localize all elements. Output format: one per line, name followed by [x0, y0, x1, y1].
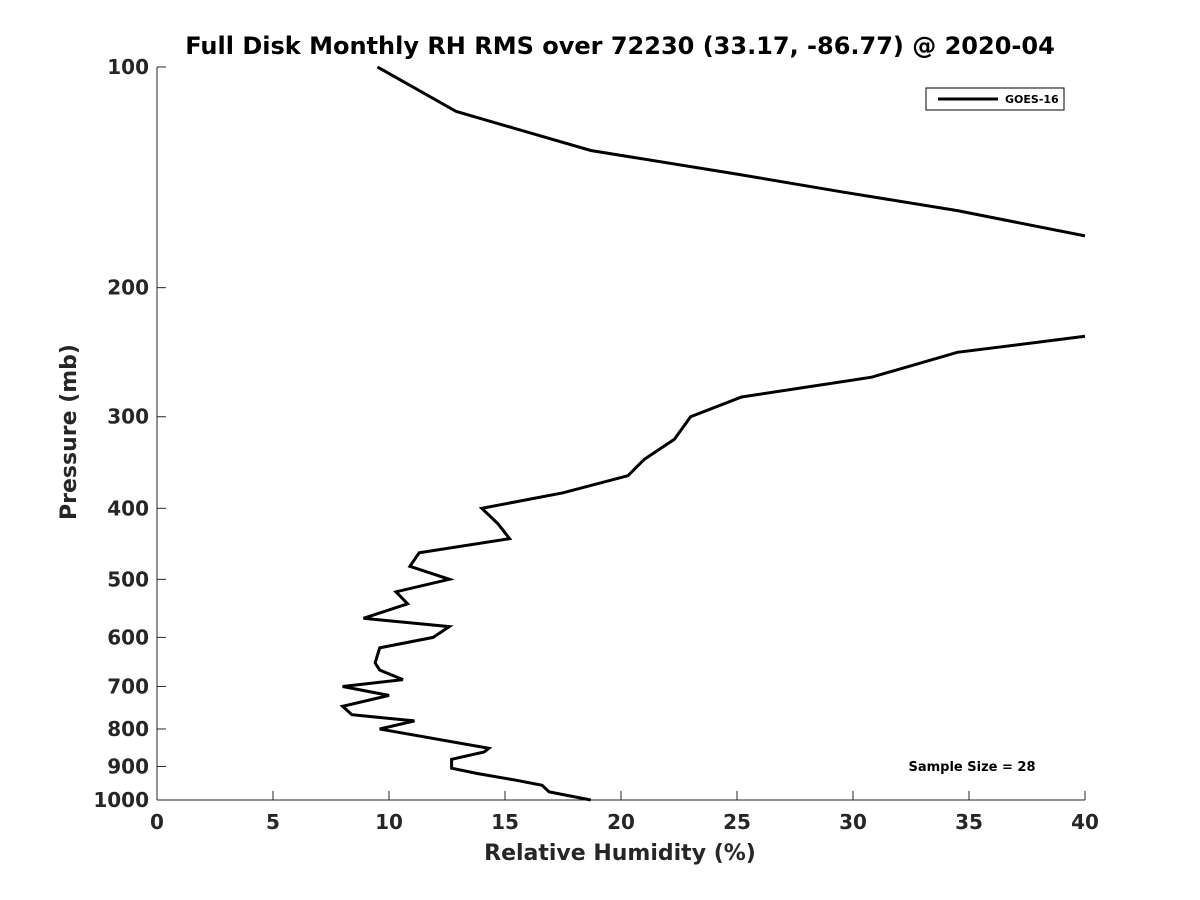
x-tick-label: 5	[266, 810, 280, 834]
y-tick-label: 800	[107, 717, 149, 741]
y-tick-label: 500	[107, 567, 149, 591]
x-tick-label: 20	[607, 810, 635, 834]
sample-size-annotation: Sample Size = 28	[908, 760, 1035, 775]
series-line-goes-16-segment-1	[376, 65, 1086, 238]
x-tick-label: 0	[150, 810, 164, 834]
y-tick-label: 1000	[93, 788, 149, 812]
x-tick-label: 15	[491, 810, 519, 834]
x-axis-ticks: 0 5 10 15 20 25 30 35 40	[150, 791, 1099, 834]
legend: GOES-16	[925, 87, 1065, 111]
x-tick-label: 10	[375, 810, 403, 834]
x-tick-label: 25	[723, 810, 751, 834]
y-axis-label: Pressure (mb)	[57, 344, 82, 520]
y-tick-label: 100	[107, 55, 149, 79]
x-tick-label: 40	[1071, 810, 1099, 834]
y-tick-label: 300	[107, 405, 149, 429]
y-tick-label: 400	[107, 496, 149, 520]
x-axis-label: Relative Humidity (%)	[484, 841, 756, 866]
y-axis-ticks: 100 200 300 400 500 600 700 800 900 1000	[93, 55, 166, 812]
series-line-goes-16-segment-2	[339, 334, 1086, 802]
x-tick-label: 35	[955, 810, 983, 834]
y-tick-label: 700	[107, 674, 149, 698]
y-tick-label: 900	[107, 754, 149, 778]
y-tick-label: 200	[107, 276, 149, 300]
legend-label-goes-16: GOES-16	[1005, 93, 1059, 106]
x-tick-label: 30	[839, 810, 867, 834]
series-lines	[339, 65, 1086, 802]
chart-title: Full Disk Monthly RH RMS over 72230 (33.…	[185, 32, 1055, 60]
y-tick-label: 600	[107, 625, 149, 649]
